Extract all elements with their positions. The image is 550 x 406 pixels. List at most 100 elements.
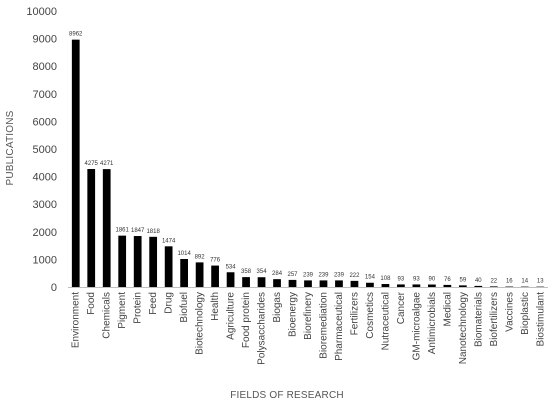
x-tick-label: Nutraceutical [380,292,391,350]
data-label: 93 [398,276,405,282]
x-tick-label: Chemicals [102,292,113,339]
y-tick-label: 9000 [33,34,57,46]
y-tick-label: 8000 [33,61,57,73]
bars [71,39,545,287]
x-tick-label: Biomaterials [473,292,484,347]
x-tick-label: Biotechnology [195,292,206,355]
x-tick-label: Bioenergy [288,292,299,337]
data-label: 1474 [162,238,176,244]
data-label: 22 [490,278,497,284]
x-tick-label: Health [210,292,221,321]
data-label: 1861 [116,228,130,234]
data-label: 354 [257,269,268,275]
y-tick-label: 5000 [33,144,57,156]
bar-biotechnology [195,262,204,287]
data-label: 284 [272,271,283,277]
x-tick-label: Biofuel [179,292,190,323]
bar-food-protein [242,277,250,287]
y-tick-label: 0 [51,282,57,294]
data-label: 16 [506,279,513,285]
data-label: 239 [334,272,345,278]
x-tick-label: Food [86,292,97,315]
x-tick-label: Biorefinery [303,292,314,340]
bar-polysaccharides [257,277,266,287]
y-tick-label: 3000 [33,199,57,211]
x-tick-label: Pigment [117,292,128,329]
x-tick-label: Polysaccharides [257,292,268,365]
bar-agriculture [226,272,235,287]
data-label: 239 [303,272,314,278]
x-tick-label: Biogas [272,292,283,323]
bar-health [211,265,219,287]
bar-biorefinery [304,280,312,287]
y-axis-ticks: 0 1000 2000 3000 4000 5000 6000 7000 8000 9000 100… [26,6,57,294]
data-label: 4271 [100,161,114,167]
bar-antimicrobials [428,284,436,287]
bar-environment [71,39,80,287]
y-tick-label: 2000 [33,227,57,239]
x-tick-label: Agriculture [226,292,237,340]
bar-biofertilizers [489,286,498,287]
bar-chemicals [102,169,111,287]
x-tick-label: Cosmetics [365,292,376,339]
bar-cancer [397,284,405,287]
data-label: 222 [349,273,360,279]
data-label: 59 [459,277,466,283]
bar-food [87,169,96,287]
y-tick-label: 1000 [33,254,57,266]
bar-biofuel [180,259,188,287]
x-axis-title: FIELDS OF RESEARCH [230,390,344,401]
y-axis-title: PUBLICATIONS [5,110,16,185]
data-label: 40 [475,278,482,284]
bar-pigment [118,235,127,287]
data-label: 14 [521,279,528,285]
x-tick-label: Cancer [396,291,407,324]
data-label: 534 [226,264,237,270]
data-label: 90 [429,277,436,283]
data-label: 239 [318,272,329,278]
bar-drug [164,246,173,287]
x-tick-label: Protein [133,292,144,324]
bar-biogas [273,279,281,287]
bar-nutraceutical [381,284,390,287]
x-tick-label: Pharmaceutical [334,292,345,361]
x-tick-label: Medical [442,292,453,326]
y-tick-label: 4000 [33,172,57,184]
x-tick-label: Nanotechnology [458,292,469,364]
x-tick-label: Antimicrobials [427,292,438,354]
x-tick-label: Biofertilizers [489,292,500,346]
x-tick-label: Biostimulant [535,292,546,347]
x-tick-label: Fertilizers [349,292,360,335]
x-tick-label: Bioremediation [318,292,329,359]
x-tick-label: GM-microalgae [411,292,422,361]
bar-protein [133,236,142,287]
bar-gm-microalgae [412,284,421,287]
data-label: 1847 [131,228,145,234]
data-label: 1818 [146,229,160,235]
data-label: 4275 [85,161,99,167]
data-label: 257 [288,272,299,278]
bar-biomaterials [474,285,483,287]
data-label: 1014 [177,251,191,257]
x-tick-label: Environment [71,292,82,348]
data-label: 13 [537,279,544,285]
data-label: 108 [380,276,391,282]
y-tick-label: 6000 [33,116,57,128]
data-label: 8962 [69,32,83,38]
data-label: 776 [210,258,221,264]
bar-cosmetics [366,282,374,287]
x-axis-ticks: Environment Food Chemicals Pigment Protein Fe… [71,291,547,364]
data-label: 154 [365,275,376,281]
bar-nanotechnology [458,285,467,287]
data-label: 93 [413,276,420,282]
bar-fertilizers [350,280,359,287]
bar-feed [149,236,158,287]
bar-bioremediation [319,280,328,287]
data-label: 76 [444,277,451,283]
bar-medical [443,284,452,287]
bar-bioenergy [288,279,297,287]
x-tick-label: Food protein [241,292,252,348]
data-label: 892 [195,254,206,260]
